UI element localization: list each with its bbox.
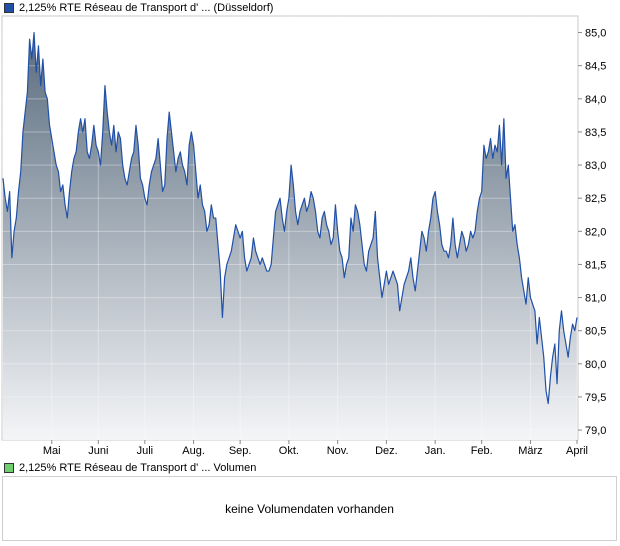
x-tick-label: Jan. [425,445,446,457]
x-tick-label: Sep. [229,445,252,457]
volume-legend: 2,125% RTE Réseau de Transport d' ... Vo… [4,461,256,475]
y-tick-label: 80,5 [585,326,606,338]
price-legend-label: 2,125% RTE Réseau de Transport d' ... (D… [19,2,274,14]
price-legend-swatch [4,3,14,13]
price-legend: 2,125% RTE Réseau de Transport d' ... (D… [4,1,273,15]
x-tick-label: Aug. [182,445,205,457]
y-tick-label: 82,5 [585,193,606,205]
x-tick-label: Okt. [279,445,299,457]
x-tick-label: Feb. [471,445,493,457]
y-tick-label: 84,0 [585,94,606,106]
y-tick-label: 83,0 [585,160,606,172]
y-tick-label: 79,5 [585,392,606,404]
x-tick-label: Juni [88,445,108,457]
y-tick-label: 85,0 [585,28,606,40]
x-tick-label: Juli [137,445,154,457]
volume-empty-message: keine Volumendaten vorhanden [225,501,394,516]
price-area [3,32,577,441]
y-tick-label: 84,5 [585,61,606,73]
y-tick-label: 81,5 [585,259,606,271]
x-tick-label: Mai [43,445,61,457]
x-tick-label: Nov. [327,445,349,457]
volume-panel: keine Volumendaten vorhanden [2,476,617,541]
y-tick-label: 79,0 [585,425,606,437]
y-tick-label: 83,5 [585,127,606,139]
volume-legend-label: 2,125% RTE Réseau de Transport d' ... Vo… [19,462,257,474]
y-tick-label: 81,0 [585,293,606,305]
x-tick-label: März [518,445,542,457]
y-tick-label: 82,0 [585,226,606,238]
price-line [2,31,578,405]
x-tick-label: Dez. [375,445,398,457]
volume-legend-swatch [4,463,14,473]
y-tick-label: 80,0 [585,359,606,371]
x-tick-label: April [566,445,588,457]
